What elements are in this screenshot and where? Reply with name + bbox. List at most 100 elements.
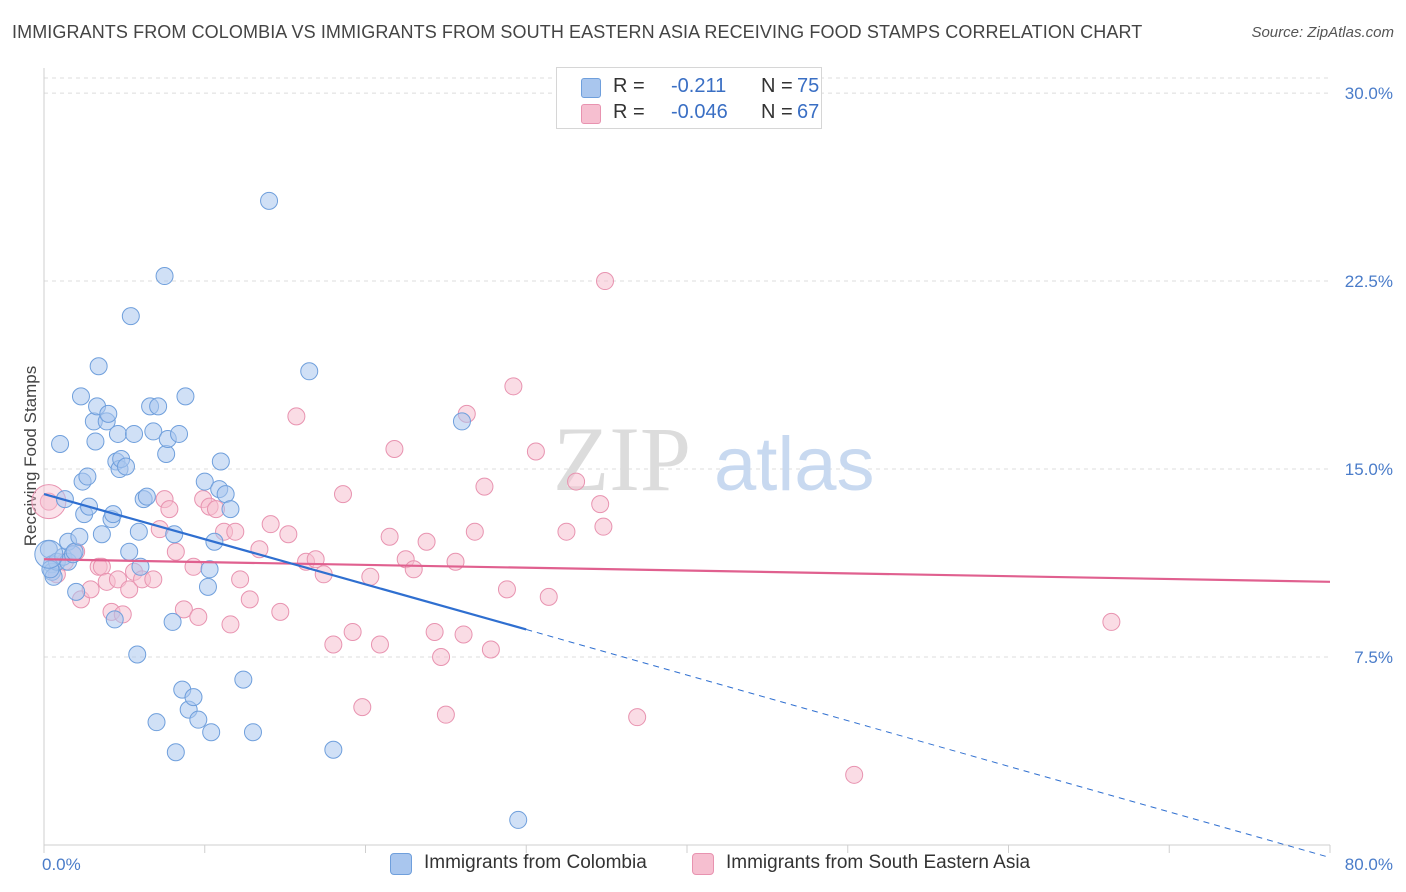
point-south-eastern-asia	[465, 522, 484, 541]
point-colombia	[125, 424, 144, 443]
point-south-eastern-asia	[279, 525, 298, 544]
point-colombia	[324, 740, 343, 759]
point-south-eastern-asia	[526, 442, 545, 461]
point-south-eastern-asia	[436, 705, 455, 724]
point-south-eastern-asia	[353, 698, 372, 717]
point-colombia	[147, 713, 166, 732]
point-south-eastern-asia	[497, 580, 516, 599]
point-colombia	[166, 743, 185, 762]
point-colombia	[51, 434, 70, 453]
point-colombia	[195, 472, 214, 491]
point-south-eastern-asia	[432, 648, 451, 667]
point-south-eastern-asia	[108, 570, 127, 589]
point-south-eastern-asia	[446, 552, 465, 571]
legend-swatch-colombia	[390, 853, 412, 875]
point-south-eastern-asia	[189, 607, 208, 626]
point-colombia	[300, 362, 319, 381]
y-tick-label-15: 15.0%	[1345, 460, 1393, 479]
point-south-eastern-asia	[454, 625, 473, 644]
swatch-colombia	[581, 78, 601, 98]
point-colombia	[41, 560, 60, 579]
point-south-eastern-asia	[370, 635, 389, 654]
point-colombia	[216, 485, 235, 504]
chart-title: IMMIGRANTS FROM COLOMBIA VS IMMIGRANTS F…	[12, 22, 1143, 42]
swatch-south-eastern-asia	[581, 104, 601, 124]
point-colombia	[99, 404, 118, 423]
r-label: R =	[613, 101, 645, 123]
point-south-eastern-asia	[504, 377, 523, 396]
point-south-eastern-asia	[240, 590, 259, 609]
legend-swatch-south-eastern-asia	[692, 853, 714, 875]
y-tick-labels: 7.5% 15.0% 22.5% 30.0%	[1345, 84, 1393, 667]
n-label: N =	[761, 75, 793, 97]
point-colombia	[170, 424, 189, 443]
point-south-eastern-asia	[539, 587, 558, 606]
y-tick-label-30: 30.0%	[1345, 84, 1393, 103]
point-colombia	[137, 487, 156, 506]
watermark-atlas: atlas	[714, 422, 875, 507]
trend-lines	[43, 493, 1331, 859]
point-south-eastern-asia	[380, 527, 399, 546]
point-colombia	[234, 670, 253, 689]
point-south-eastern-asia	[557, 522, 576, 541]
point-colombia	[149, 397, 168, 416]
point-colombia	[155, 267, 174, 286]
n-value: 75	[797, 75, 820, 97]
point-south-eastern-asia	[845, 765, 864, 784]
correlation-legend: R = -0.211 N = 75 R = -0.046 N = 67	[556, 67, 822, 129]
point-south-eastern-asia	[567, 472, 586, 491]
x-tick-label-max: 80.0%	[1345, 855, 1393, 874]
point-colombia	[105, 610, 124, 629]
legend-label-colombia: Immigrants from Colombia	[424, 852, 647, 873]
point-south-eastern-asia	[481, 640, 500, 659]
point-colombia	[120, 542, 139, 561]
point-colombia	[189, 710, 208, 729]
point-colombia	[452, 412, 471, 431]
trend-line-south-eastern-asia	[43, 558, 1331, 583]
point-colombia	[65, 542, 84, 561]
point-colombia	[509, 810, 528, 829]
point-south-eastern-asia	[231, 570, 250, 589]
watermark-zip: ZIP	[553, 408, 691, 510]
point-south-eastern-asia	[385, 439, 404, 458]
point-colombia	[92, 525, 111, 544]
watermark: ZIP atlas	[553, 408, 875, 510]
series-legend: Immigrants from Colombia Immigrants from…	[0, 852, 1406, 878]
point-colombia	[131, 557, 150, 576]
point-south-eastern-asia	[404, 560, 423, 579]
point-colombia	[89, 357, 108, 376]
point-south-eastern-asia	[221, 615, 240, 634]
x-ticks	[43, 845, 1331, 853]
point-south-eastern-asia	[361, 567, 380, 586]
point-south-eastern-asia	[166, 542, 185, 561]
point-colombia	[176, 387, 195, 406]
point-south-eastern-asia	[425, 622, 444, 641]
point-colombia	[128, 645, 147, 664]
point-south-eastern-asia	[333, 485, 352, 504]
point-south-eastern-asia	[174, 600, 193, 619]
r-value: -0.211	[671, 75, 727, 97]
r-value: -0.046	[671, 101, 728, 123]
point-colombia	[121, 307, 140, 326]
x-tick-label-min: 0.0%	[42, 855, 81, 874]
point-colombia	[260, 191, 279, 210]
point-colombia-large	[34, 539, 64, 569]
y-axis-label: Receiving Food Stamps	[21, 366, 40, 546]
point-south-eastern-asia	[261, 515, 280, 534]
point-colombia	[211, 452, 230, 471]
point-colombia	[78, 467, 97, 486]
point-colombia	[86, 432, 105, 451]
y-tick-label-22.5: 22.5%	[1345, 272, 1393, 291]
trend-line-colombia-extension	[526, 628, 1331, 859]
point-south-eastern-asia	[324, 635, 343, 654]
point-south-eastern-asia	[596, 272, 615, 291]
point-colombia	[116, 457, 135, 476]
legend-label-south-eastern-asia: Immigrants from South Eastern Asia	[726, 852, 1031, 873]
point-colombia	[157, 444, 176, 463]
point-colombia	[243, 723, 262, 742]
point-south-eastern-asia	[226, 522, 245, 541]
n-value: 67	[797, 101, 820, 123]
point-south-eastern-asia	[628, 708, 647, 727]
n-label: N =	[761, 101, 793, 123]
